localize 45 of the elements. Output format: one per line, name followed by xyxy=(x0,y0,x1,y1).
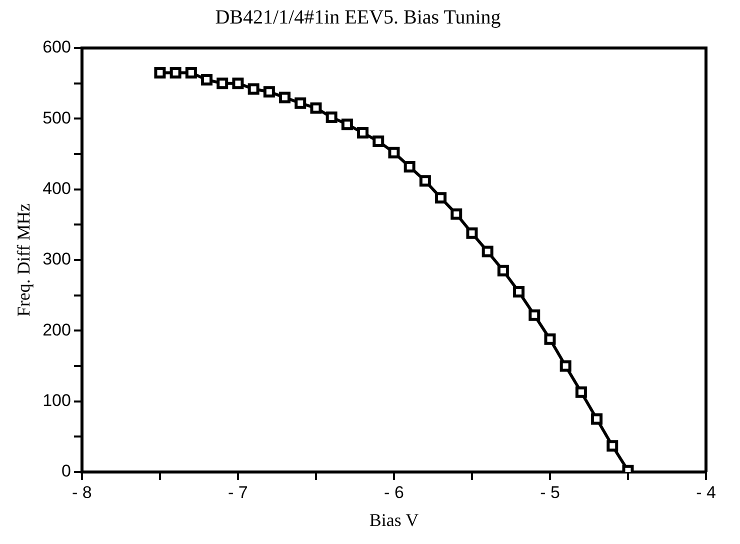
point xyxy=(560,360,572,372)
point xyxy=(248,83,260,95)
point xyxy=(575,386,587,398)
point xyxy=(482,246,494,258)
point xyxy=(294,97,306,109)
point xyxy=(544,333,556,345)
point xyxy=(216,78,228,90)
point xyxy=(326,112,338,123)
y-tick-label: 100 xyxy=(42,391,71,410)
x-tick-label: - 6 xyxy=(384,482,404,502)
point xyxy=(466,227,478,239)
point xyxy=(404,160,416,172)
point xyxy=(528,309,540,321)
x-tick-label: - 5 xyxy=(540,482,560,502)
y-tick-label: 200 xyxy=(42,320,71,340)
point xyxy=(341,118,353,130)
point xyxy=(185,66,197,78)
x-axis-title: Bias V xyxy=(369,510,419,530)
point xyxy=(279,92,291,104)
x-tick-label: - 7 xyxy=(228,482,248,502)
point xyxy=(372,136,384,148)
chart-title: DB421/1/4#1in EEV5. Bias Tuning xyxy=(215,6,501,28)
point xyxy=(450,208,462,220)
point xyxy=(201,74,213,86)
point xyxy=(497,264,509,276)
point xyxy=(232,78,244,90)
point xyxy=(419,175,431,187)
point xyxy=(263,86,275,98)
x-tick-label: - 8 xyxy=(72,482,92,502)
y-tick-label: 400 xyxy=(42,179,71,198)
y-tick-label: 500 xyxy=(42,108,71,128)
x-tick-label: - 4 xyxy=(696,482,716,502)
y-tick-label: 300 xyxy=(42,250,71,269)
point xyxy=(310,102,322,114)
point xyxy=(513,286,525,298)
point xyxy=(435,192,447,204)
point xyxy=(154,66,166,78)
point xyxy=(170,66,182,78)
y-tick-label: 0 xyxy=(61,462,71,481)
point xyxy=(606,440,618,452)
y-tick-label: 600 xyxy=(42,38,71,57)
point xyxy=(357,127,369,139)
point xyxy=(388,146,400,158)
y-axis-title: Freq. Diff MHz xyxy=(14,203,34,317)
point xyxy=(591,413,603,425)
